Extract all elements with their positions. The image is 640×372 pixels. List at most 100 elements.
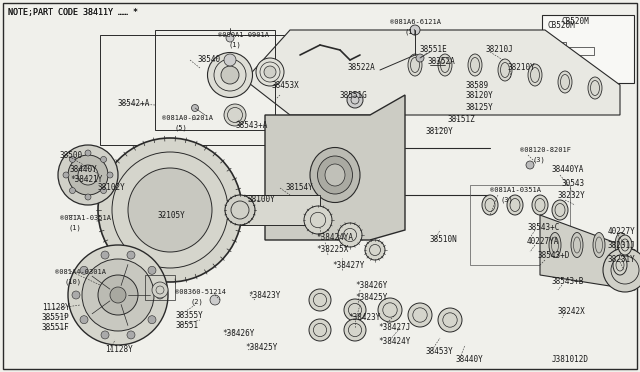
- Polygon shape: [540, 215, 635, 290]
- Text: *38423Y: *38423Y: [248, 291, 280, 299]
- Circle shape: [191, 105, 198, 112]
- Circle shape: [603, 248, 640, 292]
- Circle shape: [82, 259, 154, 331]
- Ellipse shape: [528, 64, 542, 86]
- Bar: [542, 15, 634, 83]
- Text: 38551G: 38551G: [340, 90, 368, 99]
- Text: *38421Y: *38421Y: [70, 176, 102, 185]
- Text: 11128Y: 11128Y: [105, 346, 132, 355]
- Circle shape: [338, 223, 362, 247]
- Text: CB520M: CB520M: [562, 17, 589, 26]
- Text: 38589: 38589: [465, 80, 488, 90]
- Ellipse shape: [571, 232, 583, 257]
- Text: ®081A4-0301A: ®081A4-0301A: [55, 269, 106, 275]
- Ellipse shape: [224, 104, 246, 126]
- Circle shape: [98, 138, 242, 282]
- Text: *38427J: *38427J: [378, 324, 410, 333]
- Bar: [470, 185, 570, 265]
- Circle shape: [127, 331, 135, 339]
- Ellipse shape: [325, 164, 345, 186]
- Ellipse shape: [613, 255, 627, 275]
- Text: 38120Y: 38120Y: [465, 92, 493, 100]
- Text: 38551: 38551: [175, 321, 198, 330]
- Ellipse shape: [615, 232, 627, 257]
- Circle shape: [128, 168, 212, 252]
- Text: 38151Z: 38151Z: [448, 115, 476, 125]
- Circle shape: [98, 275, 138, 315]
- Ellipse shape: [438, 308, 462, 332]
- Text: 38522A: 38522A: [348, 64, 376, 73]
- Text: *38425Y: *38425Y: [245, 343, 277, 353]
- Bar: [155, 30, 275, 130]
- Text: *38424Y: *38424Y: [378, 337, 410, 346]
- Circle shape: [100, 157, 106, 163]
- Bar: [566, 47, 594, 55]
- Text: 38543+C: 38543+C: [527, 224, 559, 232]
- Text: ®081A6-6121A: ®081A6-6121A: [390, 19, 441, 25]
- Ellipse shape: [221, 66, 239, 84]
- Text: 40227YA: 40227YA: [527, 237, 559, 247]
- Text: 38440Y: 38440Y: [455, 356, 483, 365]
- Ellipse shape: [482, 195, 498, 215]
- Text: 38231Y: 38231Y: [608, 256, 636, 264]
- Text: 38453Y: 38453Y: [425, 347, 452, 356]
- Text: 38551E: 38551E: [420, 45, 448, 55]
- Text: 38102Y: 38102Y: [97, 183, 125, 192]
- Ellipse shape: [207, 52, 253, 97]
- Ellipse shape: [558, 71, 572, 93]
- Text: *38426Y: *38426Y: [222, 328, 254, 337]
- Circle shape: [100, 187, 106, 193]
- Text: NOTE;PART CODE 38411Y …… *: NOTE;PART CODE 38411Y …… *: [8, 7, 138, 16]
- Text: 38440YA: 38440YA: [552, 166, 584, 174]
- Text: (1): (1): [228, 42, 241, 48]
- Circle shape: [70, 187, 76, 193]
- Circle shape: [226, 34, 234, 42]
- Text: 38542+A: 38542+A: [118, 99, 150, 108]
- Ellipse shape: [588, 77, 602, 99]
- Text: (10): (10): [65, 279, 82, 285]
- Circle shape: [347, 92, 363, 108]
- Ellipse shape: [549, 232, 561, 257]
- Text: 38210Y: 38210Y: [508, 64, 536, 73]
- Text: ®081A0-0201A: ®081A0-0201A: [162, 115, 213, 121]
- Ellipse shape: [309, 319, 331, 341]
- Text: 38500: 38500: [60, 151, 83, 160]
- Polygon shape: [245, 30, 620, 115]
- Ellipse shape: [344, 319, 366, 341]
- Text: 38120Y: 38120Y: [425, 128, 452, 137]
- Ellipse shape: [532, 195, 548, 215]
- Circle shape: [110, 287, 126, 303]
- Text: 38210J: 38210J: [486, 45, 514, 55]
- Text: 38540: 38540: [197, 55, 220, 64]
- Circle shape: [127, 251, 135, 259]
- Text: *38426Y: *38426Y: [355, 280, 387, 289]
- Ellipse shape: [225, 195, 255, 225]
- Ellipse shape: [507, 195, 523, 215]
- Ellipse shape: [593, 232, 605, 257]
- Polygon shape: [265, 95, 405, 240]
- Text: *38423Y: *38423Y: [348, 314, 380, 323]
- Text: ®08360-51214: ®08360-51214: [175, 289, 226, 295]
- Text: 38543+B: 38543+B: [552, 278, 584, 286]
- Text: (1): (1): [68, 225, 81, 231]
- Ellipse shape: [317, 156, 353, 194]
- Text: 40227Y: 40227Y: [608, 228, 636, 237]
- Text: (1): (1): [405, 29, 418, 35]
- Text: 38440Y: 38440Y: [70, 166, 98, 174]
- Text: *38225X: *38225X: [316, 246, 348, 254]
- Ellipse shape: [256, 58, 284, 86]
- Text: CB520M: CB520M: [548, 20, 576, 29]
- Text: (2): (2): [190, 299, 203, 305]
- Text: 11128Y: 11128Y: [42, 304, 70, 312]
- Ellipse shape: [618, 235, 632, 255]
- Text: NOTE;PART CODE 38411Y …… *: NOTE;PART CODE 38411Y …… *: [8, 7, 138, 16]
- Ellipse shape: [310, 148, 360, 202]
- Circle shape: [148, 266, 156, 274]
- Circle shape: [101, 331, 109, 339]
- Circle shape: [68, 155, 108, 195]
- Circle shape: [78, 165, 98, 185]
- Text: *38424YA: *38424YA: [316, 234, 353, 243]
- Text: 38551P: 38551P: [42, 314, 70, 323]
- Ellipse shape: [468, 54, 482, 76]
- Ellipse shape: [408, 54, 422, 76]
